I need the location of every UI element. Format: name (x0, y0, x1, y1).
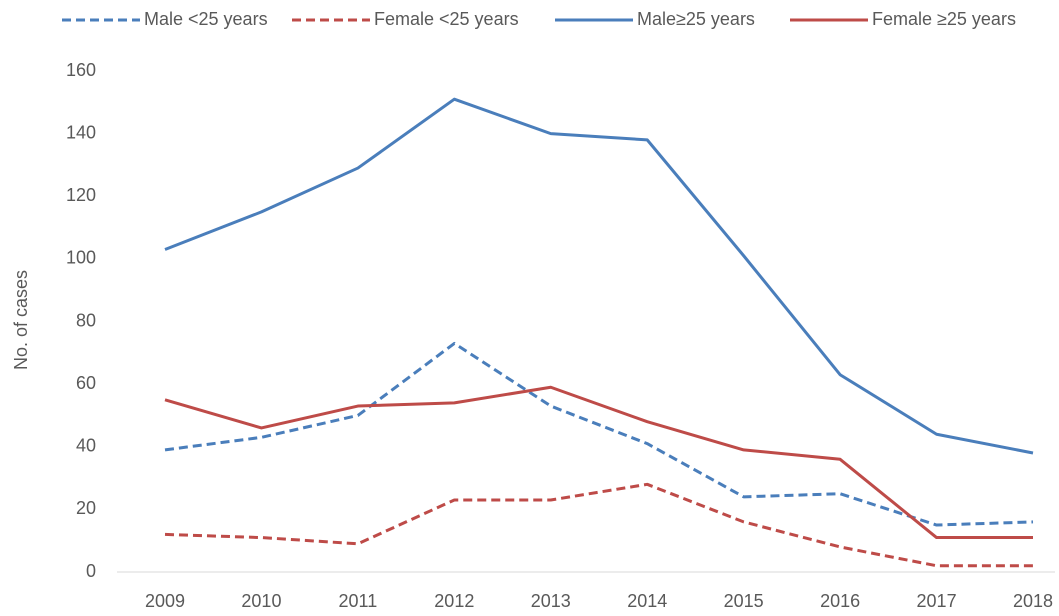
x-tick-label: 2018 (1013, 591, 1053, 611)
y-tick-label: 120 (66, 185, 96, 205)
series-line (164, 97, 1034, 455)
legend-label: Male <25 years (144, 9, 268, 29)
x-tick-label: 2011 (339, 591, 378, 611)
y-tick-label: 100 (66, 248, 96, 268)
legend-label: Male≥25 years (637, 9, 755, 29)
y-tick-label: 160 (66, 60, 96, 80)
y-tick-label: 40 (76, 436, 96, 456)
y-tick-label: 80 (76, 310, 96, 330)
y-tick-label: 140 (66, 122, 96, 142)
series-line (164, 482, 1033, 568)
x-tick-label: 2015 (724, 591, 764, 611)
y-tick-label: 20 (76, 498, 96, 518)
x-tick-label: 2009 (145, 591, 185, 611)
y-tick-label: 0 (86, 561, 96, 581)
y-axis-label: No. of cases (11, 270, 31, 370)
x-tick-label: 2014 (627, 591, 667, 611)
x-tick-label: 2012 (434, 591, 474, 611)
x-tick-label: 2016 (820, 591, 860, 611)
x-tick-label: 2017 (917, 591, 957, 611)
legend-label: Female <25 years (374, 9, 519, 29)
legend-label: Female ≥25 years (872, 9, 1016, 29)
series-line (164, 385, 1033, 540)
x-tick-label: 2013 (531, 591, 571, 611)
series-line (164, 341, 1034, 527)
y-tick-label: 60 (76, 373, 96, 393)
x-tick-label: 2010 (241, 591, 281, 611)
